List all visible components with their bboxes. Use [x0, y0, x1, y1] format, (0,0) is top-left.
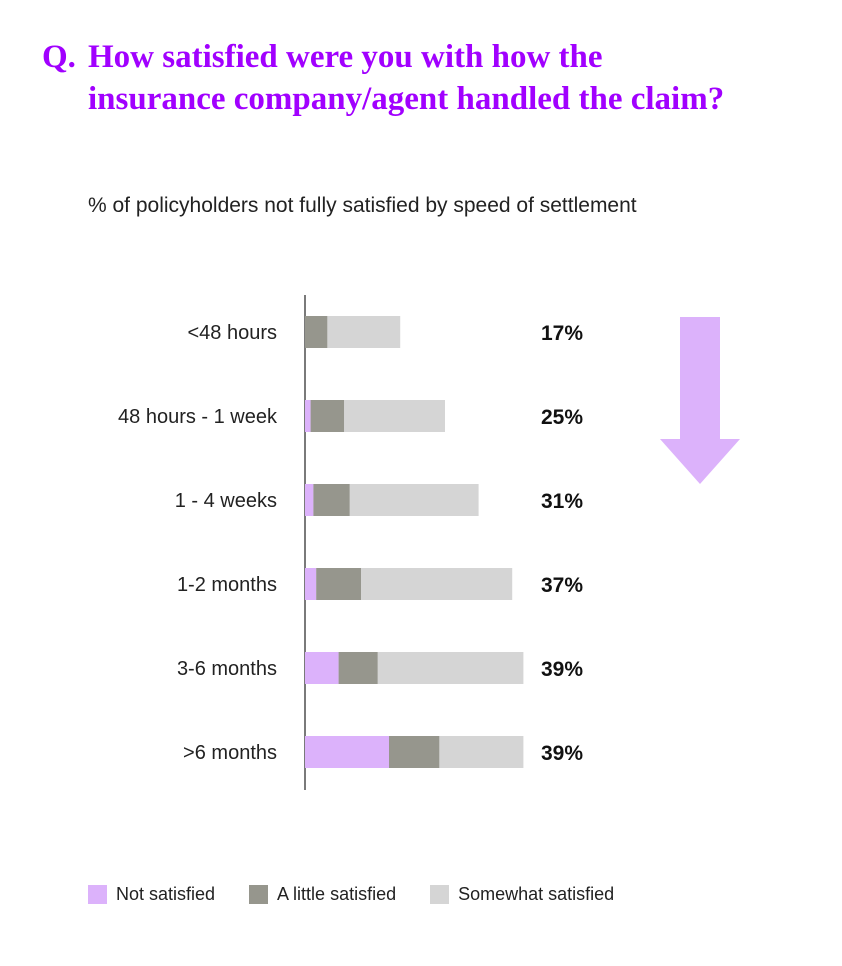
bar-segment-a-little-satisfied	[316, 568, 361, 600]
bar-segment-a-little-satisfied	[305, 316, 328, 348]
category-label: <48 hours	[187, 322, 277, 344]
title-prefix: Q.	[42, 39, 76, 75]
total-label: 39%	[541, 658, 583, 681]
category-label: 1 - 4 weeks	[175, 490, 277, 512]
legend-label-somewhat-satisfied: Somewhat satisfied	[458, 884, 615, 904]
legend-item-a-little-satisfied: A little satisfied	[249, 884, 396, 905]
chart-subtitle: % of policyholders not fully satisfied b…	[88, 194, 637, 217]
bar-segment-not-satisfied	[305, 568, 317, 600]
legend-item-not-satisfied: Not satisfied	[88, 884, 215, 905]
total-label: 17%	[541, 322, 583, 345]
bar-segment-somewhat-satisfied	[349, 484, 479, 516]
stacked-bar-chart: <48 hours 17% 48 hours - 1 week 25% 1 - 4 we…	[118, 295, 740, 790]
legend-swatch-not-satisfied	[88, 885, 107, 904]
bar-segment-somewhat-satisfied	[439, 736, 524, 768]
bar-segment-somewhat-satisfied	[344, 400, 445, 432]
bar-segment-a-little-satisfied	[310, 400, 345, 432]
category-label: 3-6 months	[177, 658, 277, 680]
title-line-2: insurance company/agent handled the clai…	[88, 81, 725, 117]
legend-label-not-satisfied: Not satisfied	[116, 884, 216, 904]
total-label: 25%	[541, 406, 583, 429]
bar-segment-somewhat-satisfied	[361, 568, 513, 600]
bar-segment-not-satisfied	[305, 652, 339, 684]
bar-segment-a-little-satisfied	[338, 652, 378, 684]
bar-segment-somewhat-satisfied	[327, 316, 401, 348]
total-label: 31%	[541, 490, 583, 513]
chart-title: Q. How satisfied were you with how the in…	[42, 36, 822, 120]
category-label: 1-2 months	[177, 574, 277, 596]
legend: Not satisfied A little satisfied Somewha…	[88, 884, 648, 905]
category-label: >6 months	[183, 742, 277, 764]
total-label: 39%	[541, 742, 583, 765]
bar-segment-not-satisfied	[305, 400, 311, 432]
legend-swatch-somewhat-satisfied	[430, 885, 450, 904]
bar-segment-not-satisfied	[305, 736, 389, 768]
legend-swatch-a-little-satisfied	[249, 885, 269, 904]
bar-segment-a-little-satisfied	[313, 484, 350, 516]
category-label: 48 hours - 1 week	[118, 406, 278, 428]
total-label: 37%	[541, 574, 583, 597]
bar-segment-a-little-satisfied	[389, 736, 440, 768]
legend-label-a-little-satisfied: A little satisfied	[277, 884, 397, 904]
legend-item-somewhat-satisfied: Somewhat satisfied	[430, 884, 614, 905]
down-arrow-icon	[660, 317, 740, 484]
bar-segment-not-satisfied	[305, 484, 314, 516]
bar-segment-somewhat-satisfied	[377, 652, 524, 684]
title-line-1: How satisfied were you with how the	[88, 39, 603, 75]
